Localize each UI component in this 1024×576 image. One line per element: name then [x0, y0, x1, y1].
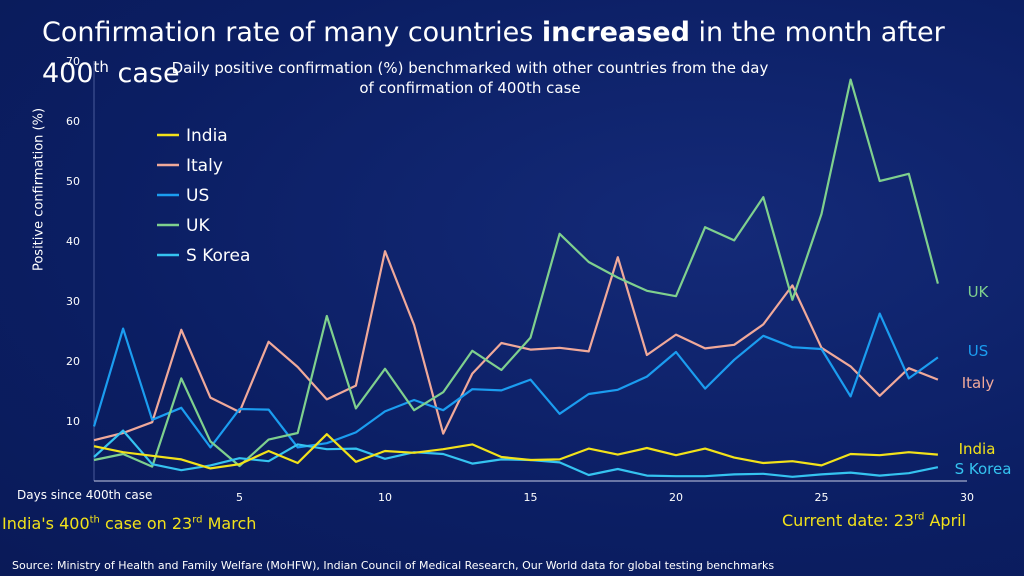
title-line2-number: 400 [42, 58, 94, 89]
title-text-post: in the month after [689, 17, 945, 48]
note-right-text-2: April [924, 511, 967, 530]
subtitle-line-1: Daily positive confirmation (%) benchmar… [171, 59, 769, 77]
chart-subtitle: Daily positive confirmation (%) benchmar… [130, 58, 810, 98]
subtitle-line-2: of confirmation of 400th case [359, 79, 581, 97]
note-left-sup: th [89, 514, 100, 526]
x-tick-label: 25 [815, 491, 829, 504]
end-label-india: India [959, 440, 996, 458]
title-text-pre: Confirmation rate of many countries [42, 17, 542, 48]
title-text-bold: increased [541, 17, 690, 48]
x-tick-label: 30 [960, 491, 974, 504]
end-label-s-korea: S Korea [955, 460, 1012, 478]
legend-label-s-korea: S Korea [186, 246, 250, 266]
series-line-uk [93, 78, 939, 468]
note-left-text-2: case on 23 [99, 514, 193, 533]
series-line-s-korea [93, 429, 939, 478]
source-footnote: Source: Ministry of Health and Family We… [12, 559, 775, 572]
y-tick-label: 70 [66, 55, 80, 68]
title-line-2: 400th case [42, 50, 945, 91]
end-label-uk: UK [968, 283, 990, 301]
legend-label-uk: UK [186, 216, 210, 236]
legend-label-india: India [186, 126, 228, 146]
title-line-1: Confirmation rate of many countries incr… [42, 16, 945, 50]
title-line2-word: case [108, 58, 180, 89]
note-right-text: Current date: 23 [782, 511, 915, 530]
x-tick-label: 10 [378, 491, 392, 504]
note-left-sup-2: rd [192, 514, 203, 526]
x-tick-label: 5 [236, 491, 243, 504]
note-left-text-3: March [202, 514, 257, 533]
y-tick-label: 20 [66, 355, 80, 368]
y-tick-label: 50 [66, 175, 80, 188]
y-tick-label: 10 [66, 415, 80, 428]
series-line-us [92, 312, 939, 449]
note-left-text: India's 400 [2, 514, 90, 533]
legend-label-italy: Italy [186, 156, 223, 176]
india-400th-case-note: India's 400th case on 23rd March [2, 514, 256, 533]
x-axis-label: Days since 400th case [17, 488, 153, 502]
y-tick-label: 30 [66, 295, 80, 308]
series-line-india [93, 433, 938, 470]
title-line2-sup: th [93, 58, 109, 76]
y-tick-label: 60 [66, 115, 80, 128]
series-line-italy [93, 250, 939, 442]
chart-title: Confirmation rate of many countries incr… [42, 16, 945, 91]
y-tick-label: 40 [66, 235, 80, 248]
current-date-note: Current date: 23rd April [782, 511, 966, 530]
legend-label-us: US [186, 186, 209, 206]
x-tick-label: 20 [669, 491, 683, 504]
end-label-us: US [968, 342, 989, 360]
note-right-sup: rd [914, 511, 925, 523]
end-label-italy: Italy [962, 374, 995, 392]
x-tick-label: 15 [524, 491, 538, 504]
